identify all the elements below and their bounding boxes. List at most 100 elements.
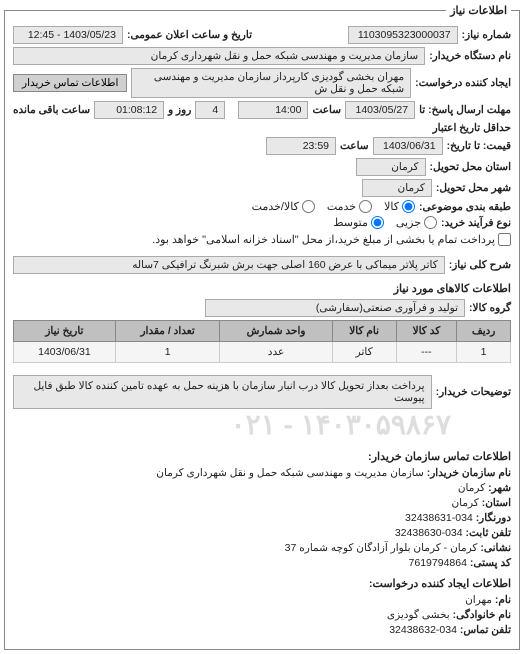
label-req-phone: تلفن تماس:: [460, 624, 511, 636]
checkbox-treasury-input[interactable]: [498, 233, 511, 246]
label-validity: حداقل تاریخ اعتبار: [433, 122, 511, 134]
checkbox-treasury[interactable]: پرداخت تمام یا بخشی از مبلغ خرید،از محل …: [152, 233, 511, 246]
info-req-name: نام: مهران: [13, 594, 511, 606]
label-remaining: ساعت باقی مانده: [13, 104, 90, 116]
field-deadline-date: 1403/05/27: [345, 101, 415, 119]
value-province: کرمان: [451, 497, 478, 509]
th-unit: واحد شمارش: [220, 321, 332, 342]
row-number: شماره نیاز: 1103095323000037 تاریخ و ساع…: [13, 26, 511, 44]
label-price-until: قیمت: تا تاریخ:: [447, 140, 511, 152]
label-province2: استان:: [482, 497, 511, 509]
info-org-name: نام سازمان خریدار: سازمان مدیریت و مهندس…: [13, 467, 511, 479]
row-goods-group: گروه کالا: تولید و فرآوری صنعتی(سفارشی): [13, 299, 511, 317]
fieldset-legend: اطلاعات نیاز: [446, 4, 511, 17]
info-phone: تلفن ثابت: 034-32438630: [13, 527, 511, 539]
row-province: استان محل تحویل: کرمان: [13, 158, 511, 176]
label-announce: تاریخ و ساعت اعلان عمومی:: [127, 29, 252, 41]
field-main-desc: کاتر پلاتر میماکی با عرض 160 اصلی جهت بر…: [13, 256, 445, 274]
label-fax: دورنگار:: [476, 512, 511, 524]
table-container: ردیف کد کالا نام کالا واحد شمارش تعداد /…: [13, 320, 511, 363]
value-req-name: مهران: [465, 594, 492, 606]
field-remaining-days: 4: [195, 101, 225, 119]
radio-goods[interactable]: کالا: [384, 200, 415, 213]
table-row[interactable]: 1 --- کاتر عدد 1 1403/06/31: [14, 342, 511, 363]
contact-info-button[interactable]: اطلاعات تماس خریدار: [13, 74, 127, 92]
radio-minor[interactable]: جزیی: [396, 216, 437, 229]
row-validity: حداقل تاریخ اعتبار: [13, 122, 511, 134]
info-req-phone: تلفن تماس: 034-32438632: [13, 624, 511, 636]
label-buyer-notes: توضیحات خریدار:: [436, 386, 511, 398]
value-req-surname: بخشی گودیزی: [387, 609, 450, 621]
td-name: کاتر: [332, 342, 396, 363]
label-validity-time: ساعت: [340, 140, 369, 152]
purchase-type-group: جزیی متوسط: [333, 216, 437, 229]
row-buyer: نام دستگاه خریدار: سازمان مدیریت و مهندس…: [13, 47, 511, 65]
radio-goods-input[interactable]: [402, 200, 415, 213]
radio-medium[interactable]: متوسط: [333, 216, 384, 229]
th-row: ردیف: [457, 321, 511, 342]
radio-service-input[interactable]: [359, 200, 372, 213]
radio-goods-service-input[interactable]: [302, 200, 315, 213]
td-code: ---: [396, 342, 457, 363]
label-main-desc: شرح کلی نیاز:: [449, 259, 511, 271]
radio-service[interactable]: خدمت: [327, 200, 372, 213]
field-number: 1103095323000037: [348, 26, 458, 44]
label-address: نشانی:: [480, 542, 511, 554]
td-row: 1: [457, 342, 511, 363]
radio-medium-input[interactable]: [371, 216, 384, 229]
field-city: کرمان: [362, 179, 432, 197]
field-remaining-time: 01:08:12: [94, 101, 164, 119]
label-number: شماره نیاز:: [462, 29, 511, 41]
label-req-name: نام:: [495, 594, 511, 606]
field-requester: مهران بخشی گودیزی کارپرداز سازمان مدیریت…: [131, 68, 411, 98]
value-phone: 034-32438630: [395, 527, 463, 539]
field-validity-date: 1403/06/31: [373, 137, 443, 155]
radio-medium-label: متوسط: [333, 216, 368, 229]
row-validity2: قیمت: تا تاریخ: 1403/06/31 ساعت 23:59: [13, 137, 511, 155]
label-postal: کد پستی:: [470, 557, 511, 569]
label-requester: ایجاد کننده درخواست:: [415, 77, 511, 89]
row-purchase-type: نوع فرآیند خرید: جزیی متوسط پرداخت تمام …: [13, 216, 511, 246]
row-city: شهر محل تحویل: کرمان: [13, 179, 511, 197]
row-requester: ایجاد کننده درخواست: مهران بخشی گودیزی ک…: [13, 68, 511, 98]
th-name: نام کالا: [332, 321, 396, 342]
goods-section-title: اطلاعات کالاهای مورد نیاز: [13, 282, 511, 295]
th-code: کد کالا: [396, 321, 457, 342]
value-fax: 034-32438631: [405, 512, 473, 524]
info-postal: کد پستی: 7619794864: [13, 557, 511, 569]
watermark-container: ۱۴۰۳۰۵۹۸۶۷ - ۰۲۱: [13, 418, 511, 442]
info-fax: دورنگار: 034-32438631: [13, 512, 511, 524]
info-address: نشانی: کرمان - کرمان بلوار آزادگان کوچه …: [13, 542, 511, 554]
label-city2: شهر:: [488, 482, 511, 494]
field-announce: 1403/05/23 - 12:45: [13, 26, 123, 44]
checkbox-treasury-label: پرداخت تمام یا بخشی از مبلغ خرید،از محل …: [152, 233, 495, 246]
radio-minor-input[interactable]: [424, 216, 437, 229]
label-buyer: نام دستگاه خریدار:: [429, 50, 511, 62]
label-category: طبقه بندی موضوعی:: [419, 201, 511, 213]
field-buyer-notes: پرداخت بعداز تحویل کالا درب انبار سازمان…: [13, 375, 432, 409]
label-remaining-days: روز و: [168, 104, 191, 116]
value-address: کرمان - کرمان بلوار آزادگان کوچه شماره 3…: [285, 542, 478, 554]
label-phone: تلفن ثابت:: [466, 527, 511, 539]
need-info-fieldset: اطلاعات نیاز شماره نیاز: 110309532300003…: [4, 4, 520, 650]
label-city: شهر محل تحویل:: [436, 182, 511, 194]
requester-section-title: اطلاعات ایجاد کننده درخواست:: [13, 577, 511, 590]
row-main-desc: شرح کلی نیاز: کاتر پلاتر میماکی با عرض 1…: [13, 256, 511, 274]
info-province: استان: کرمان: [13, 497, 511, 509]
row-deadline: مهلت ارسال پاسخ: تا 1403/05/27 ساعت 14:0…: [13, 101, 511, 119]
row-buyer-notes: توضیحات خریدار: پرداخت بعداز تحویل کالا …: [13, 369, 511, 415]
field-goods-group: تولید و فرآوری صنعتی(سفارشی): [205, 299, 465, 317]
contact-section-title: اطلاعات تماس سازمان خریدار:: [13, 450, 511, 463]
value-postal: 7619794864: [409, 557, 467, 569]
countdown: 4 روز و 01:08:12 ساعت باقی مانده: [13, 101, 225, 119]
info-req-surname: نام خانوادگی: بخشی گودیزی: [13, 609, 511, 621]
th-qty: تعداد / مقدار: [115, 321, 220, 342]
radio-service-label: خدمت: [327, 200, 356, 213]
radio-minor-label: جزیی: [396, 216, 421, 229]
value-req-phone: 034-32438632: [389, 624, 457, 636]
radio-goods-service[interactable]: کالا/خدمت: [252, 200, 315, 213]
label-province: استان محل تحویل:: [430, 161, 511, 173]
table-header-row: ردیف کد کالا نام کالا واحد شمارش تعداد /…: [14, 321, 511, 342]
category-radio-group: کالا خدمت کالا/خدمت: [252, 200, 415, 213]
value-city: کرمان: [458, 482, 485, 494]
